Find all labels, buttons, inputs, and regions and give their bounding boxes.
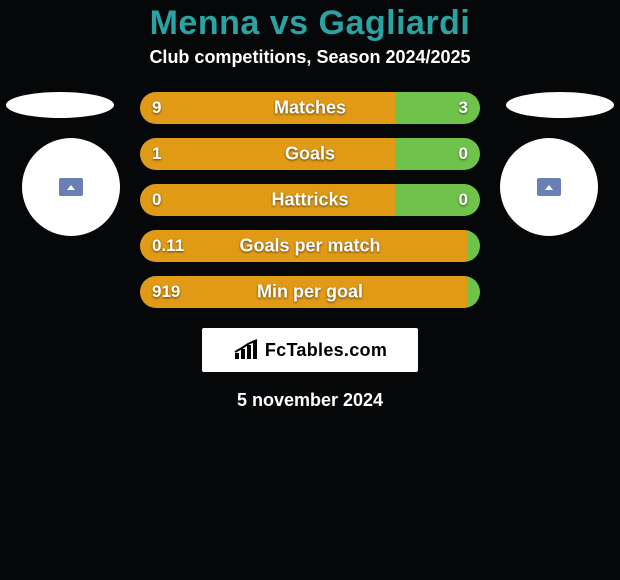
stat-left-value: 9	[152, 98, 161, 118]
stat-left-value: 1	[152, 144, 161, 164]
subtitle: Club competitions, Season 2024/2025	[0, 47, 620, 68]
stat-left-value: 0	[152, 190, 161, 210]
stat-right-bar	[468, 230, 480, 262]
stat-row: 00Hattricks	[140, 184, 480, 216]
stat-right-bar	[468, 276, 480, 308]
stat-row: 919Min per goal	[140, 276, 480, 308]
comparison-panel: 93Matches10Goals00Hattricks0.11Goals per…	[0, 92, 620, 411]
stat-left-bar: 0.11	[140, 230, 468, 262]
brand-chart-icon	[233, 339, 261, 361]
player-left-name-plate	[6, 92, 114, 118]
stat-right-value: 0	[459, 144, 468, 164]
stat-row: 0.11Goals per match	[140, 230, 480, 262]
stat-row: 10Goals	[140, 138, 480, 170]
stat-left-bar: 9	[140, 92, 395, 124]
stat-right-bar: 0	[395, 138, 480, 170]
stat-right-bar: 0	[395, 184, 480, 216]
stat-left-value: 0.11	[152, 236, 184, 256]
player-left-avatar	[22, 138, 120, 236]
stat-left-bar: 1	[140, 138, 395, 170]
brand-badge: FcTables.com	[202, 328, 418, 372]
image-placeholder-icon	[537, 178, 561, 196]
stat-right-value: 0	[459, 190, 468, 210]
page-title: Menna vs Gagliardi	[0, 0, 620, 43]
brand-text: FcTables.com	[265, 340, 387, 361]
image-placeholder-icon	[59, 178, 83, 196]
player-right-avatar	[500, 138, 598, 236]
stat-left-bar: 919	[140, 276, 468, 308]
stat-row: 93Matches	[140, 92, 480, 124]
stat-right-bar: 3	[395, 92, 480, 124]
stat-right-value: 3	[459, 98, 468, 118]
date-label: 5 november 2024	[0, 390, 620, 411]
stat-left-bar: 0	[140, 184, 395, 216]
player-right-name-plate	[506, 92, 614, 118]
stat-bars: 93Matches10Goals00Hattricks0.11Goals per…	[140, 92, 480, 308]
stat-left-value: 919	[152, 282, 180, 302]
